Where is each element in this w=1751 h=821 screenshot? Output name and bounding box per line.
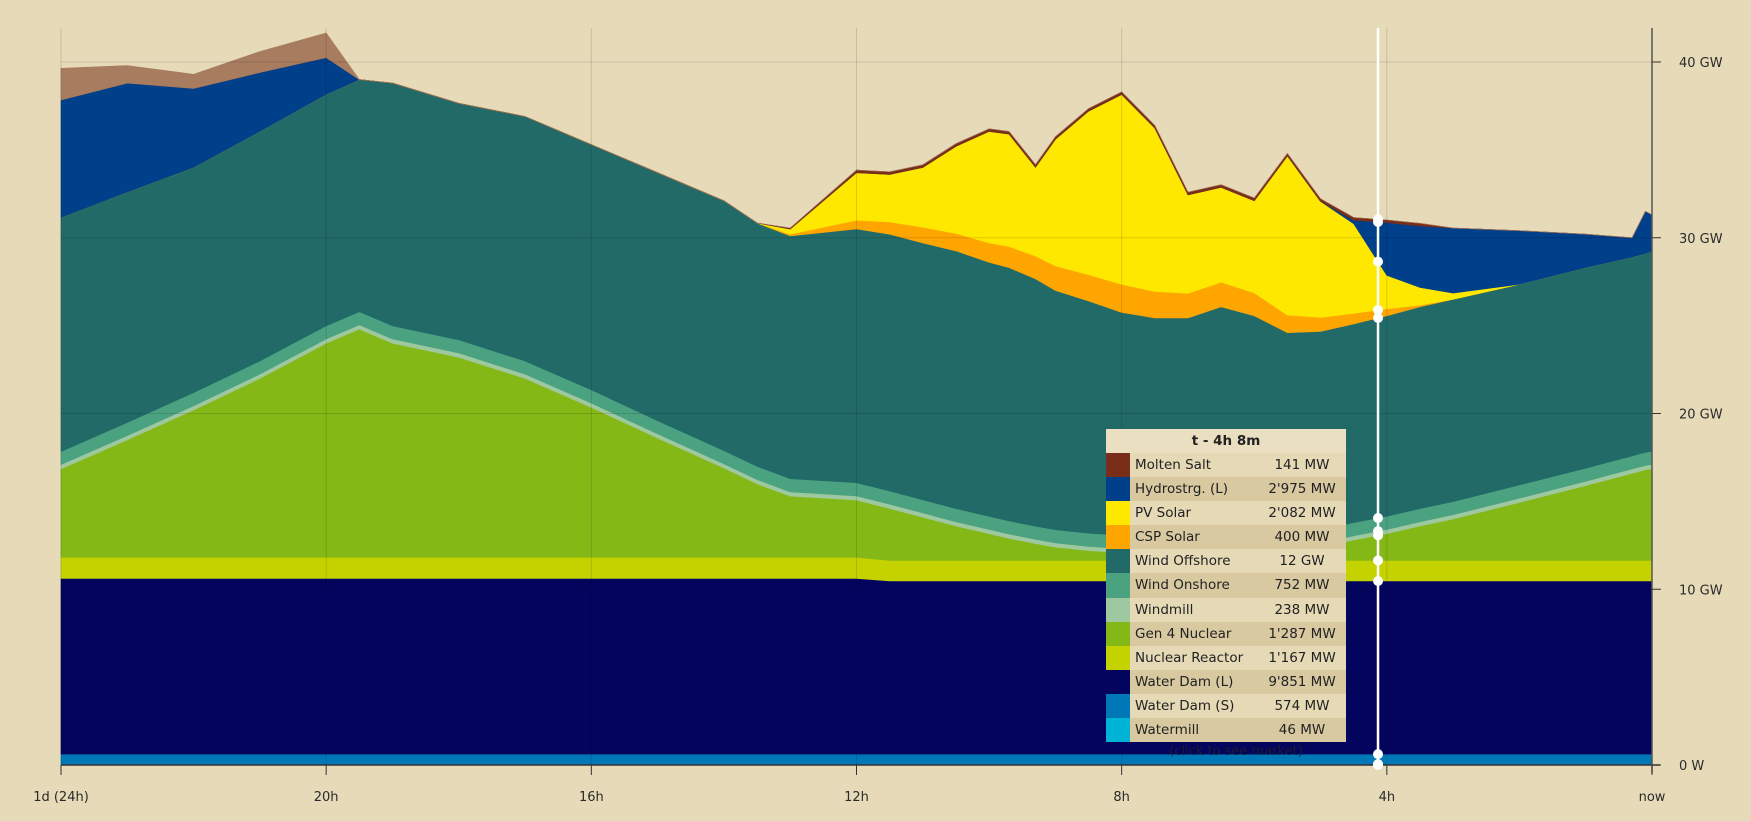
- legend-swatch: [1106, 549, 1130, 574]
- legend-swatch: [1106, 501, 1130, 526]
- cursor-point: [1373, 214, 1384, 225]
- legend-value: 1'167 MW: [1268, 649, 1336, 666]
- y-tick-label: 20 GW: [1679, 408, 1723, 423]
- legend-swatch: [1106, 525, 1130, 550]
- cursor-point: [1373, 760, 1384, 770]
- legend-value: 752 MW: [1274, 577, 1330, 594]
- legend-label: PV Solar: [1135, 505, 1192, 522]
- legend-swatch: [1106, 597, 1130, 622]
- legend-label: Molten Salt: [1135, 457, 1211, 473]
- time-cursor: [1373, 28, 1384, 770]
- legend-swatch: [1106, 693, 1130, 719]
- legend-label: Gen 4 Nuclear: [1135, 625, 1232, 642]
- legend-row: Windmill 238 MW: [1106, 597, 1346, 622]
- legend-value: 1'287 MW: [1268, 625, 1336, 642]
- x-tick-label: 1d (24h): [33, 790, 89, 805]
- legend-value: 574 MW: [1274, 697, 1330, 714]
- x-tick-label: 4h: [1379, 790, 1396, 805]
- legend-label: Wind Onshore: [1135, 577, 1230, 594]
- cursor-point: [1373, 555, 1384, 566]
- legend-row: Water Dam (S) 574 MW: [1106, 693, 1346, 719]
- legend-row: Wind Offshore 12 GW: [1106, 549, 1346, 574]
- legend-value: 2'975 MW: [1268, 481, 1336, 498]
- x-tick-label: 20h: [314, 790, 339, 805]
- legend-row: CSP Solar 400 MW: [1106, 525, 1346, 550]
- legend-row: Wind Onshore 752 MW: [1106, 573, 1346, 598]
- legend-value: 46 MW: [1278, 722, 1326, 739]
- cursor-point: [1373, 256, 1384, 267]
- y-tick-label: 10 GW: [1679, 583, 1723, 598]
- legend-row: PV Solar 2'082 MW: [1106, 501, 1346, 526]
- y-tick-label: 30 GW: [1679, 232, 1723, 247]
- legend-label: Nuclear Reactor: [1135, 649, 1244, 666]
- cursor-point: [1373, 512, 1384, 523]
- legend-value: 141 MW: [1274, 457, 1330, 473]
- legend-swatch: [1106, 573, 1130, 598]
- legend-label: Water Dam (S): [1135, 697, 1235, 714]
- legend-label: Water Dam (L): [1135, 673, 1234, 690]
- axes: 1d (24h) 20h 16h 12h 8h 4h now 0 W 10 GW 20 GW 30 …: [33, 28, 1723, 805]
- click-to-see-market-link[interactable]: (click to see market): [1169, 744, 1303, 759]
- legend-title: t - 4h 8m: [1106, 429, 1346, 453]
- y-tick-label: 0 W: [1679, 759, 1704, 774]
- legend-label: Watermill: [1135, 722, 1200, 739]
- legend-swatch: [1106, 477, 1130, 502]
- x-tick-label: 12h: [844, 790, 869, 805]
- legend-label: Windmill: [1135, 601, 1194, 618]
- cursor-point: [1373, 526, 1384, 537]
- legend-label: Hydrostrg. (L): [1135, 481, 1229, 498]
- x-tick-label: 8h: [1113, 790, 1130, 805]
- legend-label: CSP Solar: [1135, 529, 1200, 546]
- legend-value: 400 MW: [1274, 529, 1330, 546]
- legend-swatch: [1106, 645, 1130, 670]
- legend-row: Gen 4 Nuclear 1'287 MW: [1106, 621, 1346, 646]
- legend-row: Molten Salt 141 MW: [1106, 453, 1346, 478]
- legend-label: Wind Offshore: [1135, 553, 1231, 570]
- area-other[interactable]: [60, 32, 1653, 239]
- legend-value: 9'851 MW: [1268, 673, 1336, 690]
- gridlines: [60, 28, 1653, 765]
- legend-swatch: [1106, 669, 1130, 694]
- legend-row: Nuclear Reactor 1'167 MW: [1106, 645, 1346, 670]
- legend-swatch: [1106, 453, 1130, 478]
- legend-row: Hydrostrg. (L) 2'975 MW: [1106, 477, 1346, 502]
- x-tick-label: 16h: [579, 790, 604, 805]
- cursor-point: [1373, 304, 1384, 315]
- legend-row: Watermill 46 MW: [1106, 718, 1346, 743]
- legend-row: Water Dam (L) 9'851 MW: [1106, 669, 1346, 694]
- legend-swatch: [1106, 621, 1130, 646]
- cursor-point: [1373, 575, 1384, 586]
- cursor-point: [1373, 749, 1384, 760]
- tooltip-legend: t - 4h 8m Molten Salt 141 MW Hydrostrg. (L…: [1106, 429, 1346, 743]
- legend-value: 2'082 MW: [1268, 505, 1336, 522]
- legend-swatch: [1106, 718, 1130, 743]
- legend-value: 238 MW: [1274, 601, 1330, 618]
- cursor-point: [1373, 312, 1384, 323]
- y-tick-label: 40 GW: [1679, 56, 1723, 71]
- x-tick-label: now: [1639, 790, 1666, 805]
- legend-value: 12 GW: [1279, 553, 1325, 570]
